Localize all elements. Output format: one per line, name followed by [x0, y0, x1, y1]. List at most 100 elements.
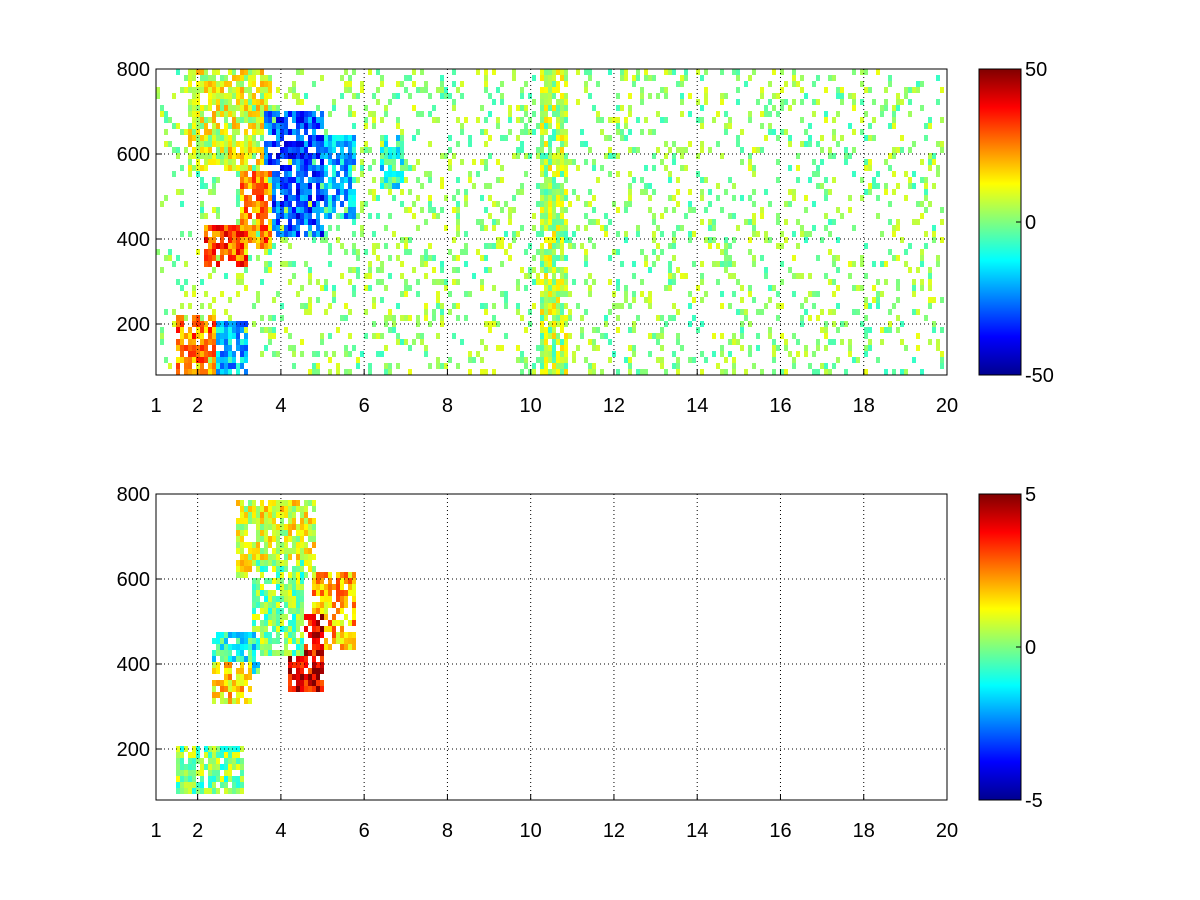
- heatmap-cell: [628, 171, 632, 177]
- heatmap-cell: [800, 99, 804, 105]
- heatmap-cell: [604, 135, 608, 141]
- heatmap-cell: [756, 99, 760, 105]
- heatmap-cell: [260, 566, 264, 572]
- heatmap-cell: [380, 183, 384, 189]
- heatmap-cell: [208, 363, 212, 369]
- heatmap-cell: [656, 357, 660, 363]
- x-tick-label: 20: [936, 820, 958, 842]
- heatmap-cell: [264, 225, 268, 231]
- heatmap-cell: [272, 566, 276, 572]
- heatmap-cell: [228, 776, 232, 782]
- heatmap-cell: [244, 141, 248, 147]
- heatmap-cell: [616, 117, 620, 123]
- heatmap-cell: [184, 87, 188, 93]
- heatmap-cell: [456, 315, 460, 321]
- heatmap-cell: [216, 351, 220, 357]
- heatmap-cell: [540, 291, 544, 297]
- heatmap-cell: [544, 111, 548, 117]
- heatmap-cell: [316, 183, 320, 189]
- heatmap-cell: [208, 333, 212, 339]
- heatmap-cell: [804, 129, 808, 135]
- heatmap-cell: [272, 117, 276, 123]
- heatmap-cell: [336, 171, 340, 177]
- heatmap-cell: [260, 105, 264, 111]
- heatmap-cell: [336, 213, 340, 219]
- heatmap-cell: [316, 165, 320, 171]
- heatmap-cell: [200, 357, 204, 363]
- heatmap-cell: [724, 267, 728, 273]
- heatmap-cell: [340, 93, 344, 99]
- heatmap-cell: [520, 351, 524, 357]
- heatmap-cell: [232, 363, 236, 369]
- heatmap-cell: [760, 123, 764, 129]
- heatmap-cell: [252, 177, 256, 183]
- heatmap-cell: [220, 129, 224, 135]
- heatmap-cell: [224, 770, 228, 776]
- heatmap-cell: [320, 339, 324, 345]
- heatmap-cell: [176, 363, 180, 369]
- heatmap-cell: [672, 351, 676, 357]
- heatmap-cell: [264, 524, 268, 530]
- heatmap-cell: [252, 141, 256, 147]
- heatmap-cell: [180, 129, 184, 135]
- heatmap-cell: [244, 207, 248, 213]
- heatmap-cell: [908, 87, 912, 93]
- heatmap-cell: [264, 620, 268, 626]
- heatmap-cell: [532, 225, 536, 231]
- heatmap-cell: [232, 129, 236, 135]
- heatmap-cell: [264, 201, 268, 207]
- heatmap-cell: [928, 117, 932, 123]
- heatmap-cell: [160, 333, 164, 339]
- heatmap-cell: [516, 285, 520, 291]
- heatmap-cell: [296, 590, 300, 596]
- heatmap-cell: [552, 327, 556, 333]
- heatmap-cell: [296, 620, 300, 626]
- heatmap-cell: [736, 75, 740, 81]
- heatmap-cell: [240, 141, 244, 147]
- heatmap-cell: [696, 99, 700, 105]
- heatmap-cell: [556, 291, 560, 297]
- heatmap-cell: [556, 243, 560, 249]
- heatmap-cell: [440, 153, 444, 159]
- heatmap-cell: [172, 171, 176, 177]
- heatmap-cell: [240, 506, 244, 512]
- heatmap-cell: [592, 339, 596, 345]
- heatmap-cell: [388, 309, 392, 315]
- heatmap-cell: [216, 644, 220, 650]
- heatmap-cell: [252, 225, 256, 231]
- heatmap-cell: [552, 321, 556, 327]
- heatmap-cell: [584, 255, 588, 261]
- heatmap-cell: [296, 524, 300, 530]
- heatmap-cell: [256, 602, 260, 608]
- heatmap-cell: [544, 159, 548, 165]
- heatmap-cell: [228, 297, 232, 303]
- heatmap-cell: [160, 201, 164, 207]
- heatmap-cell: [648, 267, 652, 273]
- heatmap-cell: [244, 632, 248, 638]
- heatmap-cell: [316, 626, 320, 632]
- heatmap-cell: [684, 165, 688, 171]
- heatmap-cell: [300, 572, 304, 578]
- heatmap-cell: [800, 141, 804, 147]
- heatmap-cell: [184, 770, 188, 776]
- heatmap-cell: [652, 153, 656, 159]
- heatmap-cell: [848, 273, 852, 279]
- heatmap-cell: [400, 171, 404, 177]
- heatmap-cell: [792, 195, 796, 201]
- heatmap-cell: [516, 357, 520, 363]
- heatmap-cell: [556, 69, 560, 75]
- heatmap-cell: [196, 141, 200, 147]
- heatmap-cell: [568, 291, 572, 297]
- heatmap-cell: [300, 602, 304, 608]
- heatmap-cell: [392, 315, 396, 321]
- heatmap-cell: [308, 303, 312, 309]
- heatmap-cell: [288, 195, 292, 201]
- heatmap-cell: [256, 512, 260, 518]
- heatmap-cell: [580, 315, 584, 321]
- heatmap-cell: [236, 638, 240, 644]
- heatmap-cell: [788, 141, 792, 147]
- heatmap-cell: [292, 225, 296, 231]
- heatmap-cell: [232, 333, 236, 339]
- heatmap-cell: [256, 195, 260, 201]
- heatmap-cell: [660, 357, 664, 363]
